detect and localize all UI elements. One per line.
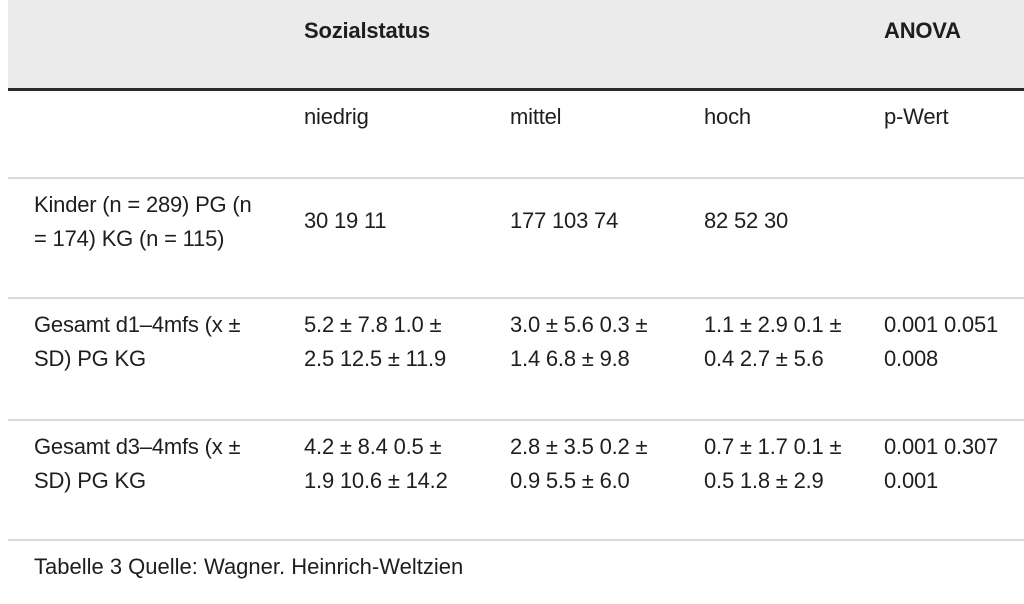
row-divider (8, 297, 1024, 299)
table-caption: Tabelle 3 Quelle: Wagner. Heinrich-Weltz… (34, 554, 464, 579)
cell-niedrig: 4.2 ± 8.4 0.5 ± 1.9 10.6 ± 14.2 (304, 434, 448, 493)
table-header-band (8, 0, 1024, 91)
cell-niedrig: 30 19 11 (304, 208, 387, 233)
header-sozialstatus: Sozialstatus (304, 18, 430, 43)
cell-niedrig: 5.2 ± 7.8 1.0 ± 2.5 12.5 ± 11.9 (304, 312, 446, 371)
row-divider (8, 539, 1024, 541)
cell-mittel: 3.0 ± 5.6 0.3 ± 1.4 6.8 ± 9.8 (510, 312, 648, 371)
cell-mittel: 177 103 74 (510, 208, 619, 233)
cell-hoch: 0.7 ± 1.7 0.1 ± 0.5 1.8 ± 2.9 (704, 434, 842, 493)
subheader-niedrig: niedrig (304, 104, 369, 129)
cell-mittel: 2.8 ± 3.5 0.2 ± 0.9 5.5 ± 6.0 (510, 434, 648, 493)
header-anova: ANOVA (884, 18, 961, 43)
row-label: Kinder (n = 289) PG (n = 174) KG (n = 11… (34, 192, 252, 251)
cell-p-wert: 0.001 0.051 0.008 (884, 312, 999, 371)
subheader-p-wert: p-Wert (884, 104, 949, 129)
cell-hoch: 1.1 ± 2.9 0.1 ± 0.4 2.7 ± 5.6 (704, 312, 842, 371)
subheader-mittel: mittel (510, 104, 562, 129)
row-label: Gesamt d3–4mfs (x ± SD) PG KG (34, 434, 241, 493)
subheader-hoch: hoch (704, 104, 751, 129)
row-divider (8, 177, 1024, 179)
row-divider (8, 419, 1024, 421)
row-label: Gesamt d1–4mfs (x ± SD) PG KG (34, 312, 241, 371)
data-table: Sozialstatus ANOVA niedrig mittel hoch p… (8, 0, 1024, 604)
cell-hoch: 82 52 30 (704, 208, 789, 233)
cell-p-wert: 0.001 0.307 0.001 (884, 434, 999, 493)
